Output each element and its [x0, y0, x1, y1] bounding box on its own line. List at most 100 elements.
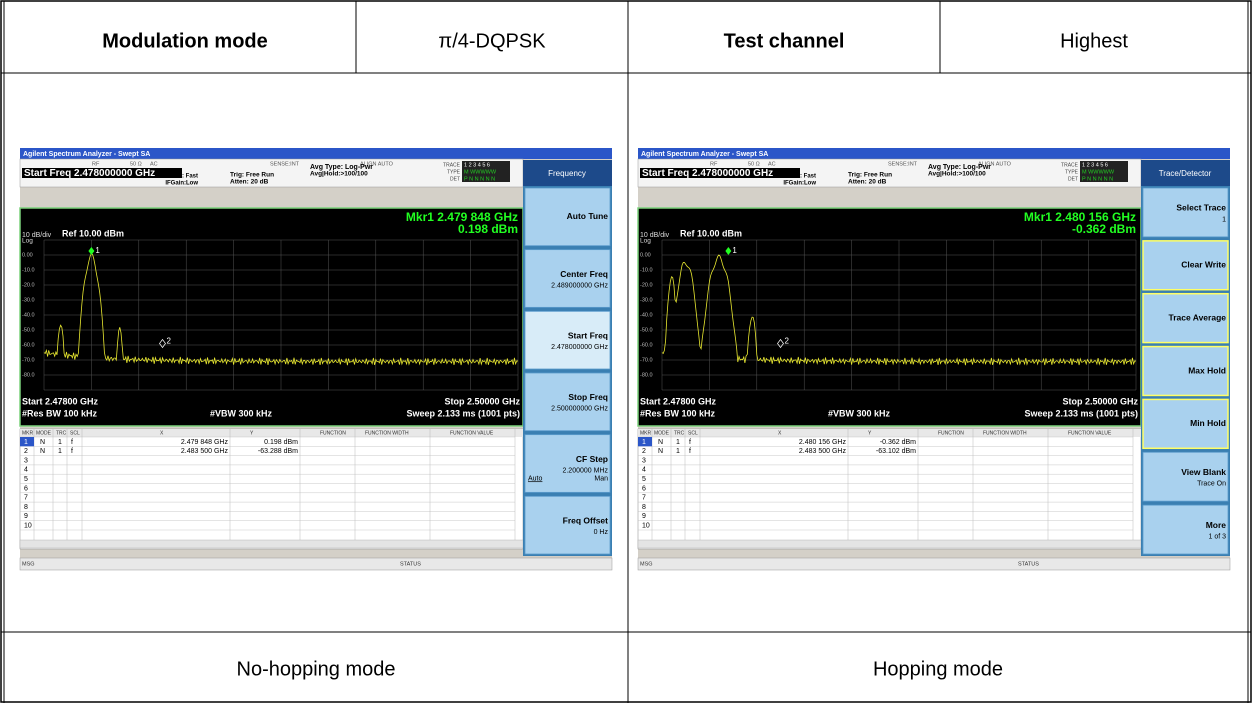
- table-cell: -0.362 dBm: [880, 439, 916, 446]
- softkey[interactable]: [524, 249, 611, 308]
- table-header: X: [160, 430, 164, 436]
- table-header: FUNCTION WIDTH: [983, 430, 1027, 436]
- y-axis-label: -70.0: [640, 357, 653, 363]
- status-bar: [19, 557, 613, 571]
- softkey-label: CF Step: [576, 454, 608, 464]
- menu-title-bg: [1141, 160, 1230, 186]
- status-item: SENSE:INT: [270, 161, 300, 167]
- marker-1: [725, 247, 732, 255]
- menu-title: Trace/Detector: [1159, 169, 1212, 178]
- label: DET: [450, 176, 460, 182]
- y-axis-label: -20.0: [640, 282, 653, 288]
- label: Ref 10.00 dBm: [62, 228, 124, 238]
- selected-row: [638, 437, 652, 447]
- table-header: TRC: [56, 430, 67, 436]
- softkey-label: Stop Freq: [568, 392, 608, 402]
- softkey[interactable]: [524, 434, 611, 493]
- marker-readout: Mkr1 2.479 848 GHz: [406, 210, 518, 224]
- table-header: FUNCTION WIDTH: [365, 430, 409, 436]
- trace-value: M WWWWW: [1082, 169, 1115, 175]
- softkey[interactable]: [524, 187, 611, 247]
- label: Avg Type: Log-Pwr: [310, 164, 373, 171]
- softkey-value: 2.489000000 GHz: [551, 282, 608, 289]
- marker-2: [159, 338, 166, 349]
- table-header: Y: [868, 430, 872, 436]
- table-header: SCL: [688, 430, 698, 436]
- softkey-option: Auto: [528, 475, 543, 482]
- trace-value: 1 2 3 4 5 6: [464, 162, 490, 168]
- table-cell: 2.483 500 GHz: [181, 448, 229, 455]
- table-header: MODE: [36, 430, 52, 436]
- row-number: 4: [642, 467, 646, 474]
- softkey-value: 1 of 3: [1208, 533, 1226, 540]
- softkey[interactable]: [524, 372, 611, 432]
- table-cell: 2.480 156 GHz: [799, 439, 847, 446]
- caption: Hopping mode: [873, 658, 1003, 680]
- table-cell: 1: [24, 439, 28, 446]
- trace-value: P N N N N N: [464, 176, 495, 182]
- row-number: 8: [24, 504, 28, 511]
- softkey[interactable]: [524, 310, 611, 370]
- table-cell: 1: [676, 448, 680, 455]
- softkey[interactable]: [1142, 345, 1229, 397]
- label: Ref 10.00 dBm: [680, 228, 742, 238]
- label: STATUS: [400, 561, 421, 567]
- status-item: SENSE:INT: [888, 161, 918, 167]
- caption: No-hopping mode: [237, 658, 396, 680]
- label: Avg Type: Log-Pwr: [928, 164, 991, 171]
- table-cell: 2.483 500 GHz: [799, 448, 847, 455]
- softkey[interactable]: [1142, 398, 1229, 450]
- marker-table: [637, 428, 1142, 550]
- start-freq: Start Freq 2.478000000 GHz: [24, 168, 155, 179]
- row-number: 10: [24, 523, 32, 530]
- title-bar: [20, 148, 612, 159]
- row-number: 9: [24, 513, 28, 520]
- softkey-value: 1: [1222, 216, 1226, 223]
- softkey[interactable]: [524, 495, 611, 555]
- softkey[interactable]: [1142, 187, 1229, 238]
- label: TYPE: [447, 169, 461, 175]
- label: #Res BW 100 kHz: [22, 408, 98, 418]
- label: Avg|Hold:>100/100: [310, 171, 368, 178]
- softkey[interactable]: [1142, 504, 1229, 555]
- trace: [43, 252, 519, 366]
- marker-1: [88, 247, 95, 255]
- label: 10 dB/div: [640, 232, 670, 239]
- row-number: 8: [642, 504, 646, 511]
- table-header-bg: [20, 429, 523, 437]
- table-cell: 2: [642, 448, 646, 455]
- row-number: 6: [24, 485, 28, 492]
- y-axis-label: -20.0: [22, 282, 35, 288]
- start-freq-box: [22, 168, 182, 178]
- table-cell: 1: [642, 439, 646, 446]
- y-axis-label: -30.0: [640, 297, 653, 303]
- row-number: 3: [642, 457, 646, 464]
- label: Stop 2.50000 GHz: [1062, 396, 1138, 406]
- softkey-label: Auto Tune: [567, 211, 609, 221]
- softkey[interactable]: [1142, 451, 1229, 502]
- y-axis-label: -40.0: [640, 312, 653, 318]
- softkey-label: Start Freq: [568, 330, 608, 340]
- table-cell: f: [689, 448, 691, 455]
- softkey-label: Center Freq: [560, 269, 608, 279]
- window-title: Agilent Spectrum Analyzer - Swept SA: [641, 151, 768, 158]
- y-axis-label: 0.00: [640, 252, 651, 258]
- y-axis-label: -10.0: [640, 267, 653, 273]
- header-cell: Test channel: [724, 30, 845, 52]
- trace-value: 1 2 3 4 5 6: [1082, 162, 1108, 168]
- row-number: 7: [24, 495, 28, 502]
- header-cell: π/4-DQPSK: [438, 30, 546, 52]
- softkey[interactable]: [1142, 240, 1229, 291]
- label: TRACE: [443, 162, 461, 168]
- softkey[interactable]: [1142, 292, 1229, 344]
- selected-row: [20, 437, 34, 447]
- y-axis-label: -70.0: [22, 357, 35, 363]
- table-cell: N: [658, 448, 663, 455]
- label: Sweep 2.133 ms (1001 pts): [406, 408, 520, 418]
- graph-area: [637, 207, 1142, 427]
- label: #Res BW 100 kHz: [640, 408, 716, 418]
- label: Trig: Free Run: [230, 172, 274, 179]
- softkey-option: Man: [594, 475, 608, 482]
